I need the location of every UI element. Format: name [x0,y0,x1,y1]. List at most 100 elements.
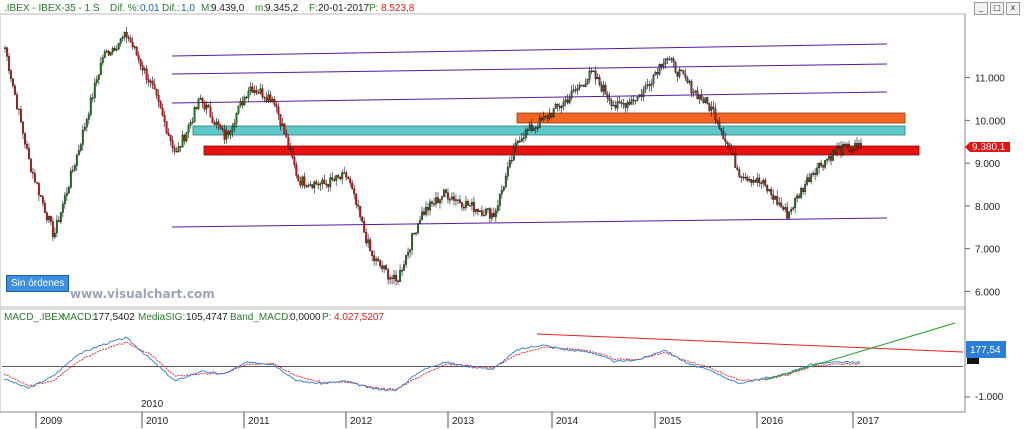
candle-body [321,179,324,184]
candle-body [544,115,547,117]
candle-body [413,232,415,235]
candle-body [243,96,246,106]
candle-body [20,109,22,123]
candle-body [395,274,398,282]
orders-button[interactable]: Sin órdenes [6,275,70,292]
candle-body [211,116,214,124]
candle-body [538,117,541,129]
candle-body [22,121,24,134]
candle-body [530,124,533,131]
candle-body [652,74,655,84]
candle-body [37,183,40,196]
candle-body [600,84,603,92]
candle-body [776,195,779,205]
candle-body [31,172,34,174]
candle-body [43,203,46,213]
candle-body [429,201,431,211]
candle-body [157,94,160,102]
candle-body [315,181,318,185]
header-dif-pct-label: Dif. %: [110,3,139,14]
candle-body [688,80,691,83]
candle-body [474,208,477,212]
price-tick-label: 6.000 [975,287,1000,298]
candle-body [281,123,284,126]
close-button[interactable]: x [1006,2,1020,15]
candle-body [702,99,705,103]
candle-body [97,74,100,80]
candle-body [85,119,88,128]
macd-panel[interactable] [0,308,966,413]
candle-body [608,97,611,101]
candle-body [197,99,200,109]
candle-body [598,77,601,85]
candle-body [554,104,557,109]
candle-body [171,140,174,148]
candle-body [39,194,42,197]
candle-body [183,134,186,142]
header-dif-value: 1,0 [181,3,195,14]
year-label: 2014 [556,416,579,427]
current-price-label: 9.380,1 [972,142,1006,153]
candle-body [175,151,178,153]
candle-body [451,196,453,200]
candle-body [443,189,445,197]
candle-body [219,124,222,129]
candle-body [161,108,164,116]
candle-body [828,156,831,160]
candle-body [566,99,569,104]
candle-body [269,94,272,102]
candle-body [235,113,238,124]
candle-body [692,91,695,94]
candle-body [259,88,262,94]
time-axis-extra-label: 2010 [141,399,164,410]
candle-body [768,189,771,192]
channel-line-middle [171,91,888,104]
candle-body [850,150,852,152]
candle-body [694,90,697,93]
candle-body [482,214,485,217]
candle-body [95,79,98,84]
candle-body [347,177,350,179]
candle-body [365,232,368,244]
candle-body [335,175,338,181]
candle-body [189,122,192,126]
maximize-button[interactable]: □ [990,2,1004,15]
candle-body [375,258,378,261]
header-dif-pct-value: 0,01 [140,3,160,14]
candle-body [67,187,70,194]
candle-body [415,232,417,235]
candle-body [293,157,296,166]
candle-body [307,185,310,187]
candle-body [421,211,423,221]
macd-p-value: 4.027,5207 [334,312,384,323]
candle-body [329,177,332,188]
candle-body [580,84,583,87]
candle-body [129,38,132,43]
candle-body [502,186,505,191]
candle-body [676,72,679,77]
header-dif-label: Dif.: [162,3,180,14]
price-panel[interactable] [0,13,966,308]
candle-body [670,58,673,60]
candle-body [373,255,376,261]
candle-body [672,58,675,63]
candle-body [89,97,92,115]
candle-body [848,143,850,152]
candle-body [700,94,703,100]
candle-body [111,47,114,53]
price-axis[interactable]: 11.000 10.000 9.000 8.000 7.000 6.000 [965,74,1006,299]
candle-body [287,137,290,149]
candle-body [225,130,228,140]
candle-body [514,142,517,148]
minimize-button[interactable]: _ [974,2,988,15]
candle-body [323,179,326,184]
candle-body [277,106,280,115]
time-axis[interactable]: 2009 2010 2011 2012 2013 2014 2015 2016 2017 [35,412,880,428]
candle-body [367,239,370,244]
macd-title: MACD_.IBEX [4,312,65,323]
candle-body [796,195,799,199]
candle-body [251,86,254,93]
candle-body [492,213,495,217]
candle-body [407,251,410,256]
